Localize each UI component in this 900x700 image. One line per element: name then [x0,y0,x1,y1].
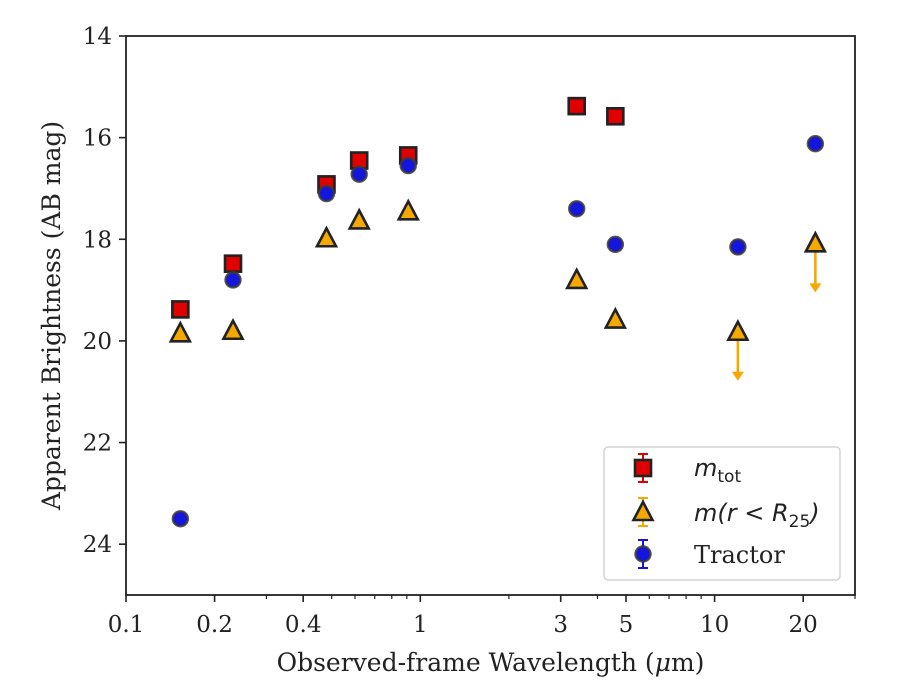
upper-limit-arrow-head [809,283,822,293]
y-tick-label: 20 [83,329,112,355]
tractor-point [317,184,336,203]
legend-marker-circle [634,545,652,563]
data-marks [168,96,828,528]
tractor-point [729,238,747,256]
tractor-point [171,510,190,528]
tractor-point [606,235,625,254]
x-tick-label: 5 [619,612,634,638]
legend-entry-m-r25: m(r < R25) [631,497,820,532]
legend-marker-circle [634,539,652,569]
legend-entry-m-tot: mtot [633,453,741,487]
x-axis-label: Observed-frame Wavelength (μm) [277,648,705,677]
series-circle [171,135,825,528]
x-tick-label: 1 [413,612,428,638]
tractor-point [399,156,417,175]
m-r25-point [603,306,627,329]
m-tot-point [171,300,190,319]
m-r25-point [347,207,371,230]
m-tot-point [567,96,587,116]
axis-ticks: 0.1 0.2 0.4 1 3 5 10 20 14 16 18 20 22 24 [83,24,856,638]
x-tick-label: 0.4 [285,612,322,638]
m-tot-point [223,254,243,273]
m-r25-point [168,320,193,343]
upper-limit-arrow-head [731,371,744,381]
tractor-point [350,165,368,183]
series-triangle [168,198,828,381]
m-r25-point [803,230,828,253]
legend-marker-square [633,453,653,483]
legend-label-m-r25: m(r < R25) [694,499,820,532]
legend-entry-tractor: Tractor [634,539,785,569]
y-tick-label: 22 [83,431,112,457]
m-r25-point [221,317,245,341]
tractor-point [224,271,242,289]
m-r25-point [726,318,750,342]
x-tick-label: 3 [553,612,568,638]
legend-box [603,446,841,581]
y-tick-label: 18 [83,227,112,253]
m-r25-point [314,225,339,248]
x-tick-label: 20 [789,612,818,638]
x-tick-label: 0.1 [108,612,145,638]
legend-label-tractor: Tractor [694,541,785,569]
y-tick-label: 14 [83,24,112,50]
tractor-point [568,200,586,218]
legend-label-m-tot: mtot [694,454,741,487]
y-tick-label: 24 [83,532,112,558]
x-tick-label: 10 [700,612,729,638]
m-tot-point [606,106,625,126]
tractor-point [806,135,825,153]
y-axis-label: Apparent Brightness (AB mag) [37,121,66,511]
x-tick-label: 0.2 [196,612,233,638]
legend-marker-triangle [631,499,655,522]
legend-marker-square [633,458,653,478]
y-tick-label: 16 [83,126,112,152]
legend: mtot m(r < R25) Tractor [603,446,841,581]
m-r25-point [565,267,589,290]
plot-frame [125,35,856,596]
legend-marker-triangle [631,497,655,527]
m-r25-point [396,198,420,221]
